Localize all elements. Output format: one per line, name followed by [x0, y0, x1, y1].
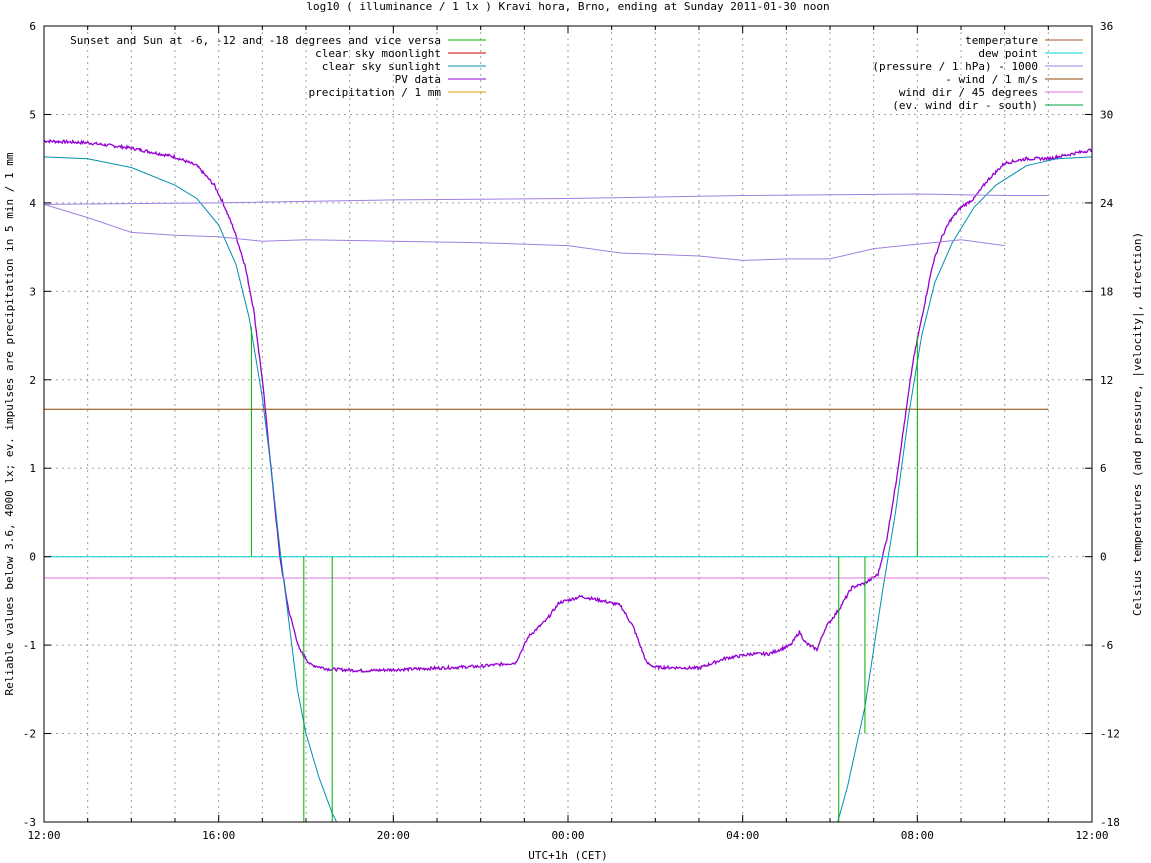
- y2-tick-label: 24: [1100, 197, 1114, 210]
- x-tick-label: 12:00: [1075, 829, 1108, 842]
- x-axis-label: UTC+1h (CET): [528, 849, 607, 862]
- legend-label: - wind / 1 m/s: [945, 73, 1038, 86]
- y-tick-label: 1: [29, 462, 36, 475]
- legend-label: (ev. wind dir - south): [892, 99, 1038, 112]
- legend-label: wind dir / 45 degrees: [899, 86, 1038, 99]
- series-line-pressure-1-hpa-1000: [44, 203, 1005, 261]
- y2-tick-label: 0: [1100, 551, 1107, 564]
- x-tick-label: 12:00: [27, 829, 60, 842]
- y-tick-label: 5: [29, 108, 36, 121]
- y-tick-label: 0: [29, 551, 36, 564]
- legend-label: precipitation / 1 mm: [309, 86, 442, 99]
- y2-tick-label: 6: [1100, 462, 1107, 475]
- y2-tick-label: -12: [1100, 728, 1120, 741]
- y2-tick-label: 30: [1100, 108, 1113, 121]
- x-tick-label: 04:00: [726, 829, 759, 842]
- chart-title: log10 ( illuminance / 1 lx ) Kravi hora,…: [306, 0, 829, 13]
- y-tick-label: 4: [29, 197, 36, 210]
- x-tick-label: 20:00: [377, 829, 410, 842]
- legend-label: dew point: [978, 47, 1038, 60]
- legend-label: clear sky moonlight: [315, 47, 441, 60]
- y-tick-label: 6: [29, 20, 36, 33]
- x-tick-label: 16:00: [202, 829, 235, 842]
- y2-tick-label: -18: [1100, 816, 1120, 829]
- x-tick-label: 00:00: [551, 829, 584, 842]
- legend-label: (pressure / 1 hPa) - 1000: [872, 60, 1038, 73]
- series-line-clear-sky-sunlight-morning: [837, 156, 1092, 822]
- y-tick-label: -2: [23, 728, 36, 741]
- y2-tick-label: 12: [1100, 374, 1113, 387]
- y-tick-label: 2: [29, 374, 36, 387]
- y-tick-label: -1: [23, 639, 36, 652]
- y-tick-label: 3: [29, 285, 36, 298]
- legend: Sunset and Sun at -6, -12 and -18 degree…: [70, 34, 1083, 112]
- grid-lines: [44, 26, 1092, 822]
- legend-label: PV data: [395, 73, 441, 86]
- y-axis-label: Reliable values below 3.6, 4000 lx; ev. …: [3, 152, 16, 695]
- legend-label: clear sky sunlight: [322, 60, 441, 73]
- y2-tick-label: 18: [1100, 285, 1113, 298]
- y2-axis-label: Celsius temperatures (and pressure, |vel…: [1131, 232, 1144, 616]
- x-tick-label: 08:00: [901, 829, 934, 842]
- series-line-clear-sky-sunlight: [44, 156, 338, 822]
- y2-tick-label: 36: [1100, 20, 1113, 33]
- sun-marker-group: [250, 326, 918, 822]
- legend-label: temperature: [965, 34, 1038, 47]
- legend-label: Sunset and Sun at -6, -12 and -18 degree…: [70, 34, 441, 47]
- series-line-dew-point: [44, 193, 1049, 205]
- y2-tick-label: -6: [1100, 639, 1113, 652]
- y-tick-label: -3: [23, 816, 36, 829]
